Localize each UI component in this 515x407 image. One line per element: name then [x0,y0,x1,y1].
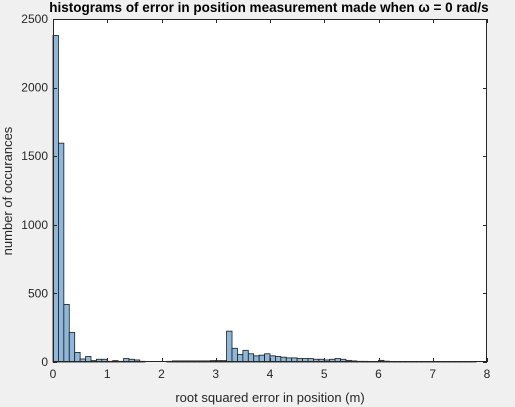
x-tick-label: 2 [158,367,165,381]
x-tick-label: 4 [267,367,274,381]
y-tick-label: 500 [28,286,48,300]
y-axis-label: number of occurances [0,126,15,255]
x-tick-label: 3 [212,367,219,381]
y-tick-label: 0 [41,355,48,369]
histogram-bar [74,351,81,363]
x-axis-label: root squared error in position (m) [175,390,364,405]
y-tick-label: 1500 [21,149,48,163]
x-tick-label: 8 [484,367,491,381]
histogram-bar [226,330,233,363]
chart-title: histograms of error in position measurem… [49,0,488,15]
x-tick-label: 5 [321,367,328,381]
histogram-bar [247,353,255,363]
histogram-bar [58,142,65,363]
axis-ticks: 0 1 2 3 4 5 6 7 8 0 500 1000 1500 2000 2500 [21,12,490,381]
histogram-bar [242,349,249,363]
histogram-bar [68,332,76,363]
histogram-bar [231,347,238,363]
y-tick-label: 2500 [21,12,48,26]
x-tick-label: 1 [104,367,111,381]
histogram-bar [63,303,70,363]
x-tick-label: 7 [429,367,436,381]
x-tick-label: 0 [50,367,57,381]
histogram-bar [237,354,244,363]
x-tick-label: 6 [375,367,382,381]
plot-area [53,19,487,362]
y-tick-label: 2000 [21,81,48,95]
y-tick-label: 1000 [21,218,48,232]
histogram-bar [258,354,265,363]
histogram-bar [264,353,271,363]
